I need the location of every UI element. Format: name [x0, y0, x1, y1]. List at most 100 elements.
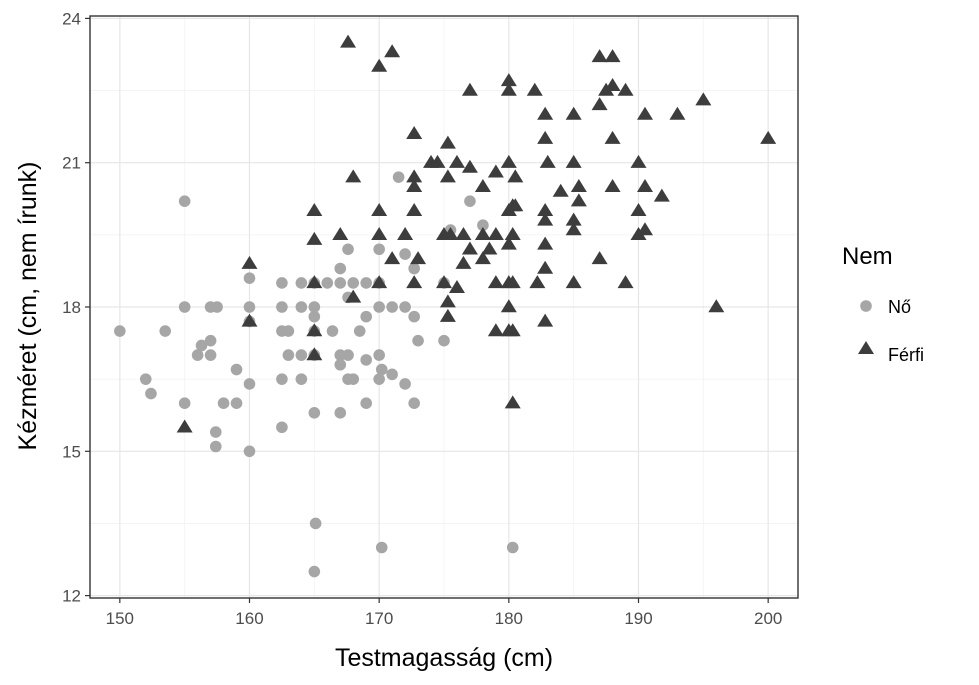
data-point-ferfi — [461, 159, 478, 173]
data-point-no — [308, 301, 321, 313]
data-point-ferfi — [332, 227, 349, 241]
data-point-ferfi — [565, 222, 582, 236]
data-point-ferfi — [653, 188, 670, 202]
data-point-ferfi — [406, 126, 423, 140]
data-point-ferfi — [461, 82, 478, 96]
data-point-no — [282, 325, 295, 337]
data-point-ferfi — [455, 227, 472, 241]
data-point-ferfi — [617, 275, 634, 289]
data-point-ferfi — [487, 164, 504, 178]
y-tick-label: 12 — [62, 587, 81, 606]
data-point-no — [209, 426, 222, 438]
data-point-ferfi — [500, 236, 517, 250]
x-tick-label: 190 — [624, 609, 652, 628]
data-point-ferfi — [504, 227, 521, 241]
data-point-ferfi — [384, 44, 401, 58]
data-point-ferfi — [345, 289, 362, 303]
data-point-ferfi — [570, 193, 587, 207]
data-point-ferfi — [507, 169, 524, 183]
y-tick-label: 24 — [62, 9, 81, 28]
data-point-ferfi — [410, 251, 427, 265]
data-point-ferfi — [241, 255, 258, 269]
data-point-ferfi — [176, 419, 193, 433]
data-point-no — [342, 349, 354, 361]
data-point-ferfi — [604, 130, 621, 144]
data-point-no — [230, 363, 243, 376]
data-point-ferfi — [500, 299, 517, 313]
data-point-ferfi — [474, 251, 491, 265]
data-points — [114, 34, 777, 578]
data-point-no — [195, 339, 208, 352]
data-point-no — [412, 334, 424, 347]
data-point-ferfi — [474, 227, 491, 241]
data-point-ferfi — [439, 135, 456, 149]
data-point-ferfi — [500, 73, 517, 87]
data-point-ferfi — [604, 178, 621, 192]
data-point-ferfi — [537, 203, 554, 217]
data-point-ferfi — [537, 313, 554, 327]
data-point-no — [373, 349, 385, 361]
x-tick-label: 160 — [235, 609, 263, 628]
data-point-ferfi — [708, 299, 725, 313]
data-point-ferfi — [340, 34, 357, 48]
data-point-no — [399, 378, 411, 390]
data-point-ferfi — [591, 97, 608, 111]
data-point-no — [178, 195, 191, 207]
legend-label-no: Nő — [888, 297, 911, 317]
data-point-ferfi — [487, 227, 504, 241]
x-tick-label: 180 — [495, 609, 523, 628]
data-point-ferfi — [384, 251, 401, 265]
y-axis-title: Kézméret (cm, nem írunk) — [14, 162, 42, 451]
data-point-ferfi — [529, 275, 546, 289]
data-point-no — [276, 373, 288, 385]
data-point-no — [243, 272, 256, 284]
data-point-ferfi — [500, 82, 517, 96]
data-point-ferfi — [500, 154, 517, 168]
data-point-ferfi — [507, 198, 524, 212]
data-point-ferfi — [345, 169, 362, 183]
data-point-ferfi — [439, 294, 456, 308]
data-point-no — [282, 349, 295, 361]
data-point-ferfi — [406, 169, 423, 183]
data-point-no — [342, 243, 354, 256]
data-point-no — [178, 397, 191, 409]
data-point-no — [408, 262, 420, 275]
data-point-no — [399, 301, 411, 313]
data-point-ferfi — [439, 308, 456, 322]
legend-title: Nem — [842, 243, 893, 270]
data-point-ferfi — [604, 49, 621, 63]
data-point-ferfi — [461, 241, 478, 255]
data-point-no — [375, 541, 388, 554]
data-point-no — [217, 397, 230, 409]
data-point-no — [204, 349, 217, 361]
data-point-ferfi — [636, 222, 653, 236]
data-point-no — [408, 310, 420, 323]
data-point-ferfi — [371, 58, 388, 72]
y-axis: 12 15 18 21 24 — [62, 9, 90, 606]
y-tick-label: 15 — [62, 442, 81, 461]
data-point-no — [114, 325, 126, 337]
data-point-ferfi — [760, 130, 777, 144]
data-point-ferfi — [455, 255, 472, 269]
data-point-no — [295, 301, 308, 313]
data-point-ferfi — [487, 323, 504, 337]
data-point-ferfi — [306, 323, 323, 337]
data-point-ferfi — [439, 169, 456, 183]
data-point-ferfi — [306, 275, 323, 289]
data-point-ferfi — [669, 106, 686, 120]
data-point-no — [334, 407, 347, 419]
x-tick-label: 200 — [754, 609, 782, 628]
data-point-ferfi — [429, 154, 446, 168]
x-axis-title: Testmagasság (cm) — [335, 644, 553, 672]
data-point-ferfi — [537, 130, 554, 144]
data-point-no — [373, 373, 385, 385]
data-point-no — [295, 349, 308, 361]
data-point-no — [360, 277, 372, 289]
legend-key-circle — [860, 300, 872, 312]
data-point-no — [360, 310, 372, 323]
data-point-no — [243, 378, 256, 390]
data-point-no — [191, 349, 204, 361]
x-tick-label: 170 — [365, 609, 393, 628]
data-point-ferfi — [504, 323, 521, 337]
data-point-ferfi — [537, 236, 554, 250]
